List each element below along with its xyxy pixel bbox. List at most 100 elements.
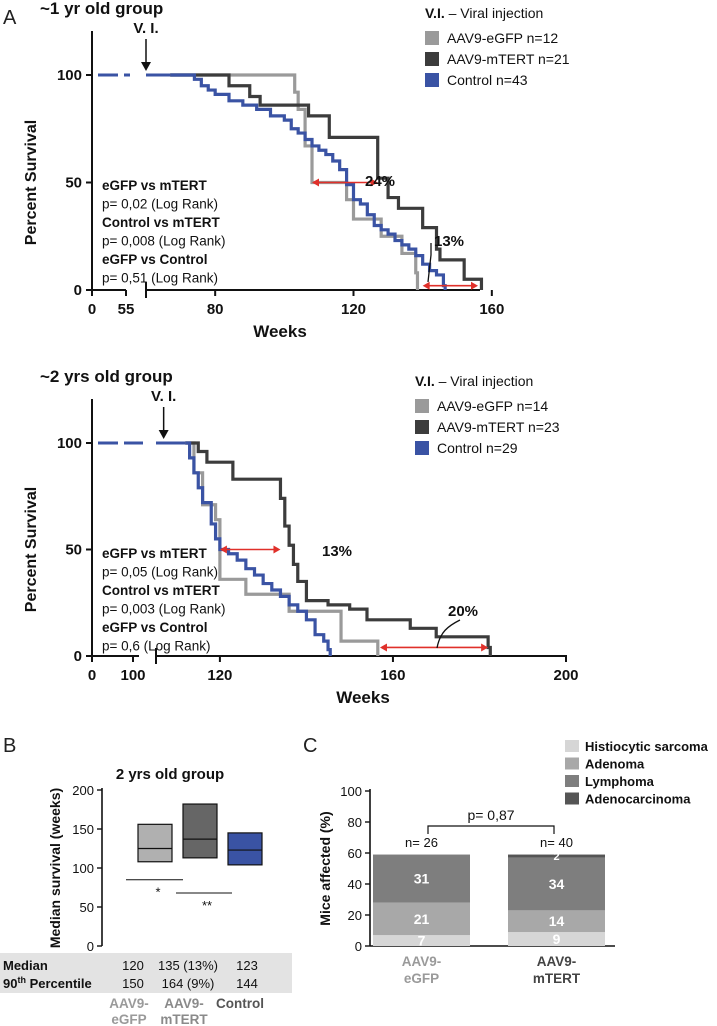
median-diff-arrowhead [379,643,387,652]
row-label-number: 90 [3,976,17,991]
percent-annotation: 20% [448,603,478,620]
bar-segment-label: 7 [418,933,426,949]
y-tick-label: 100 [57,435,82,452]
legend-swatch [565,775,579,787]
median-diff-arrowhead [219,545,227,554]
legend-label-mTERT: AAV9-mTERT n=21 [447,51,570,67]
legend-label: Lymphoma [585,774,655,789]
legend-label-mTERT: AAV9-mTERT n=23 [437,419,560,435]
stats-line: p= 0,6 (Log Rank) [102,639,210,654]
stats-table-band [0,953,292,993]
chart-title: ~2 yrs old group [40,367,173,386]
x-axis-label: Weeks [336,688,390,707]
chart-title: ~1 yr old group [40,0,163,18]
annotation-leader [427,243,432,283]
vi-arrow-head [158,430,169,439]
legend-title: V.I. – Viral injection [415,373,533,389]
significance-mark: * [155,885,160,900]
legend-label-eGFP: AAV9-eGFP n=14 [437,398,548,414]
stats-line: p= 0,51 (Log Rank) [102,271,218,286]
bar-segment [373,935,470,946]
stats-line: eGFP vs Control [102,252,208,267]
legend-label-control: Control n=43 [447,72,528,88]
x-tick-label: 0 [88,301,96,318]
legend-label: Histiocytic sarcoma [585,739,709,754]
legend-title-rest: – Viral injection [435,373,534,389]
vi-label: V. I. [133,20,158,37]
category-label: mTERT [160,1012,208,1026]
bar-segment-label: 2 [553,851,559,863]
y-tick-label: 60 [348,846,362,861]
x-tick-label: 200 [553,667,578,684]
y-tick-label: 40 [348,877,362,892]
y-tick-label: 150 [72,822,94,837]
stats-line: p= 0,05 (Log Rank) [102,565,218,580]
stats-line: eGFP vs Control [102,620,208,635]
y-tick-label: 0 [74,648,82,665]
y-tick-label: 50 [80,900,94,915]
vi-arrow-head [141,62,151,71]
bar-segment [508,932,605,946]
stats-line: p= 0,008 (Log Rank) [102,234,225,249]
annotation-leader [436,619,461,649]
category-label: eGFP [111,1012,146,1026]
legend-title-rest: – Viral injection [445,5,544,21]
legend-label-eGFP: AAV9-eGFP n=12 [447,30,558,46]
x-tick-label: 0 [88,667,96,684]
category-label: AAV9- [402,954,442,969]
box-chart-median: 2 yrs old group 0 50 100 150 200 Median surviv… [0,766,292,1026]
table-cell: 150 [122,976,144,991]
y-axis-label: Percent Survival [23,487,40,612]
stats-line: Control vs mTERT [102,215,221,230]
x-tick-label: 100 [120,667,145,684]
significance-mark: ** [202,898,212,913]
y-axis-label: Percent Survival [23,120,40,245]
y-tick-label: 100 [57,67,82,84]
x-tick-label: 160 [479,301,504,318]
stats-line: eGFP vs mTERT [102,546,208,561]
category-label: AAV9- [109,996,149,1011]
legend-label: Adenoma [585,757,645,772]
legend-title-bold: V.I. [425,5,445,21]
legend-swatch [565,740,579,752]
y-axis-label: Mice affected (%) [317,811,333,925]
n-label: n= 40 [540,835,573,850]
n-label: n= 26 [405,835,438,850]
legend-swatch-mTERT [425,52,439,66]
km-chart-2yr: ~2 yrs old group V. I. V.I. – Viral inject… [23,367,579,707]
percent-annotation: 13% [434,233,464,250]
legend-swatch [565,792,579,805]
panel-label-c: C [303,735,317,757]
stats-line: p= 0,003 (Log Rank) [102,602,225,617]
y-tick-label: 0 [355,939,362,954]
y-tick-label: 200 [72,783,94,798]
significance-bracket [427,825,555,834]
category-label: Control [216,996,264,1011]
category-label: AAV9- [164,996,204,1011]
category-label: AAV9- [537,954,577,969]
vi-label: V. I. [151,388,176,405]
bar-segment [508,910,605,933]
table-row-label: Median [3,958,48,973]
y-axis-label: Median survival (weeks) [47,788,63,948]
row-label-superscript: th [17,975,26,985]
legend-label: Adenocarcinoma [585,792,691,807]
survival-curve-control [170,73,447,290]
bar-segment-label: 34 [549,876,565,892]
legend-label-control: Control n=29 [437,440,518,456]
y-tick-label: 80 [348,815,362,830]
table-cell: 135 (13%) [158,958,218,973]
median-diff-arrowhead [312,178,319,187]
bar-segment-label: 14 [549,913,565,929]
x-tick-label: 160 [380,667,405,684]
x-tick-label: 120 [207,667,232,684]
legend-swatch-control [415,441,429,455]
bar-segment [373,854,470,903]
y-tick-label: 50 [65,542,82,559]
y-tick-label: 0 [74,282,82,299]
box-2 [227,832,263,866]
survival-curve-mTERT [185,441,492,656]
panel-label-b: B [3,735,16,757]
bar-segment [508,854,605,858]
